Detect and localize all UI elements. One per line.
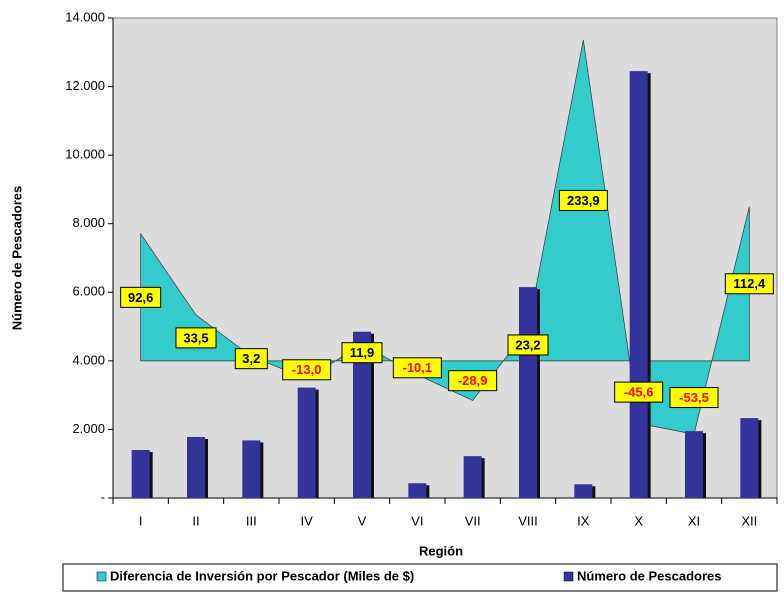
- data-label-box: [448, 370, 498, 392]
- data-label: 11,9: [350, 345, 375, 360]
- x-tick-label: III: [246, 513, 257, 528]
- data-label-box: [558, 189, 608, 211]
- data-label: 23,2: [515, 337, 540, 352]
- legend-label: Diferencia de Inversión por Pescador (Mi…: [110, 568, 414, 583]
- data-label: 3,2: [242, 351, 260, 366]
- data-label: -10,1: [403, 360, 433, 375]
- data-label-box: [724, 273, 774, 295]
- y-axis-title: Número de Pescadores: [9, 186, 24, 331]
- data-label: 112,4: [733, 276, 766, 291]
- x-tick-label: XI: [688, 513, 700, 528]
- y-tick-label: -: [101, 489, 105, 504]
- x-tick-label: V: [358, 513, 367, 528]
- legend-swatch: [96, 571, 107, 582]
- y-tick-label: 12.000: [65, 78, 105, 93]
- y-tick-label: 2.000: [72, 421, 105, 436]
- y-tick-label: 14.000: [65, 9, 105, 24]
- data-label-box: [282, 359, 332, 381]
- y-tick-label: 4.000: [72, 352, 105, 367]
- bar: [187, 436, 205, 498]
- data-label-box: [392, 357, 442, 379]
- y-tick-label: 6.000: [72, 284, 105, 299]
- bar: [131, 450, 150, 498]
- bar: [463, 456, 482, 498]
- legend-label: Número de Pescadores: [577, 568, 722, 583]
- bar: [740, 418, 759, 498]
- bar: [519, 287, 537, 498]
- data-label: 33,5: [183, 330, 208, 345]
- data-label-box: [341, 342, 383, 364]
- x-tick-label: X: [634, 513, 643, 528]
- bar: [629, 71, 648, 499]
- data-label: -13,0: [292, 362, 322, 377]
- data-label-box: [614, 381, 664, 403]
- x-tick-label: IX: [577, 513, 590, 528]
- legend: [62, 563, 778, 592]
- data-label-box: [175, 327, 217, 349]
- data-label-box: [120, 286, 162, 308]
- data-label: 233,9: [567, 193, 600, 208]
- bar: [408, 483, 427, 498]
- x-tick-label: VIII: [518, 513, 538, 528]
- bar: [353, 331, 371, 498]
- y-tick-label: 8.000: [72, 215, 105, 230]
- x-tick-label: XII: [741, 513, 757, 528]
- data-label-box: [507, 334, 549, 356]
- bar: [297, 387, 316, 498]
- x-tick-label: I: [139, 513, 143, 528]
- x-tick-label: II: [192, 513, 199, 528]
- data-label: 92,6: [128, 290, 153, 305]
- data-label: -28,9: [458, 373, 488, 388]
- data-label-box: [234, 348, 268, 370]
- y-tick-label: 10.000: [65, 147, 105, 162]
- bar: [574, 484, 593, 498]
- bar: [242, 440, 261, 498]
- x-axis-title: Región: [419, 543, 463, 558]
- data-label: -53,5: [679, 390, 709, 405]
- x-tick-label: VI: [411, 513, 423, 528]
- x-tick-label: VII: [465, 513, 481, 528]
- data-label-box: [669, 387, 719, 409]
- legend-swatch: [563, 571, 574, 582]
- bar: [685, 431, 703, 498]
- x-tick-label: IV: [301, 513, 314, 528]
- data-label: -45,6: [624, 385, 654, 400]
